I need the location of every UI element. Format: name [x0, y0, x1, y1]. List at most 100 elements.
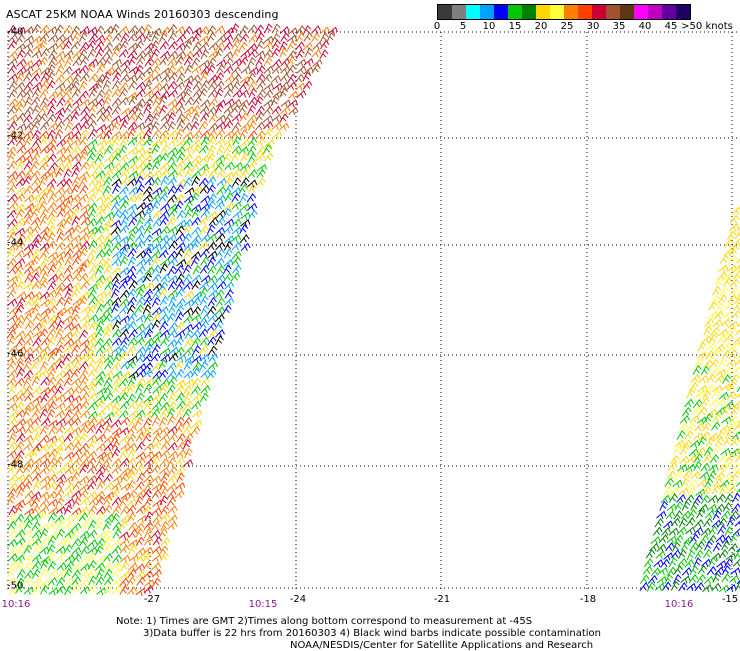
wind-barb — [8, 219, 17, 227]
wind-barb — [112, 569, 121, 577]
wind-barb — [232, 251, 241, 259]
wind-barb — [16, 44, 25, 51]
wind-barb — [39, 163, 48, 171]
wind-barb — [731, 533, 739, 542]
wind-barb — [232, 152, 240, 161]
wind-barb — [56, 168, 64, 177]
wind-barb — [256, 57, 264, 66]
wind-barb — [113, 586, 122, 594]
wind-barb — [161, 442, 170, 450]
wind-barb — [717, 465, 726, 472]
wind-barb — [137, 185, 145, 194]
wind-barb — [161, 538, 170, 546]
wind-barb — [144, 257, 153, 265]
wind-barb — [16, 338, 25, 346]
wind-barb — [81, 107, 90, 115]
wind-barb — [677, 495, 686, 503]
wind-barb — [192, 113, 200, 122]
wind-barb — [152, 555, 162, 562]
wind-barb — [63, 346, 72, 353]
wind-barb — [8, 568, 16, 577]
wind-barb — [72, 154, 81, 161]
wind-barb — [40, 266, 48, 275]
wind-barb — [297, 60, 306, 67]
wind-barb — [128, 51, 137, 59]
wind-barb — [183, 418, 192, 426]
wind-barb — [79, 91, 88, 99]
wind-barb — [709, 527, 718, 535]
wind-barb — [669, 558, 677, 567]
wind-barb — [49, 321, 58, 329]
wind-barb — [249, 89, 257, 98]
wind-barb — [177, 74, 185, 83]
wind-barb — [312, 50, 321, 57]
wind-barb — [695, 583, 704, 591]
wind-barb — [689, 575, 698, 583]
wind-barb — [8, 299, 17, 306]
wind-barb — [136, 331, 145, 338]
wind-barb — [65, 122, 73, 131]
wind-barb — [185, 97, 194, 105]
wind-barb — [160, 435, 169, 442]
wind-barb — [183, 425, 192, 433]
wind-barb — [311, 26, 320, 33]
wind-barb — [168, 33, 176, 42]
wind-barb — [715, 376, 724, 383]
note-line-2: 3)Data buffer is 22 hrs from 20160303 4)… — [143, 628, 601, 639]
wind-barb — [112, 498, 121, 506]
wind-barb — [80, 556, 90, 563]
wind-barb — [280, 48, 288, 57]
wind-barb — [31, 467, 40, 475]
wind-barb — [121, 506, 130, 514]
wind-barb — [264, 90, 273, 98]
wind-barb — [248, 154, 256, 163]
wind-barb — [167, 491, 176, 499]
wind-barb — [192, 281, 201, 289]
wind-barb — [248, 146, 256, 155]
wind-barb — [241, 67, 251, 74]
wind-barb — [80, 393, 89, 401]
wind-barb — [135, 497, 143, 506]
wind-barb — [24, 137, 32, 146]
wind-barb — [64, 505, 72, 514]
wind-barb — [667, 567, 676, 575]
wind-barb — [80, 401, 89, 409]
wind-barb — [713, 320, 722, 327]
wind-barb — [65, 562, 74, 570]
wind-barb — [112, 449, 120, 458]
wind-barb — [105, 393, 114, 401]
wind-barb — [698, 386, 708, 393]
wind-barb — [208, 33, 216, 42]
wind-barb — [55, 386, 63, 395]
wind-barb — [64, 410, 72, 419]
wind-barb — [136, 27, 145, 35]
wind-barb — [177, 153, 185, 162]
wind-barb — [655, 519, 664, 527]
wind-barb — [144, 90, 153, 97]
wind-barb — [169, 434, 178, 442]
wind-barb — [55, 188, 64, 195]
wind-barb — [175, 483, 185, 490]
wind-barb — [256, 33, 264, 42]
wind-barb — [687, 584, 696, 591]
wind-barb — [120, 539, 129, 546]
wind-barb — [80, 74, 89, 82]
wind-barb — [103, 50, 112, 58]
wind-barb — [729, 287, 738, 295]
wind-barb — [95, 42, 104, 50]
wind-barb — [707, 374, 716, 382]
wind-barb — [255, 97, 263, 106]
wind-barb — [55, 83, 65, 90]
wind-barb — [7, 378, 16, 386]
wind-barb — [33, 578, 42, 586]
wind-barb — [32, 522, 41, 530]
wind-barb — [119, 521, 127, 530]
wind-barb — [707, 567, 716, 575]
wind-barb — [153, 434, 161, 443]
wind-barb — [87, 466, 96, 473]
wind-barb — [73, 435, 82, 443]
wind-barb — [200, 266, 209, 274]
wind-barb — [640, 583, 649, 591]
wind-barb — [193, 162, 202, 170]
wind-barb — [8, 419, 17, 427]
